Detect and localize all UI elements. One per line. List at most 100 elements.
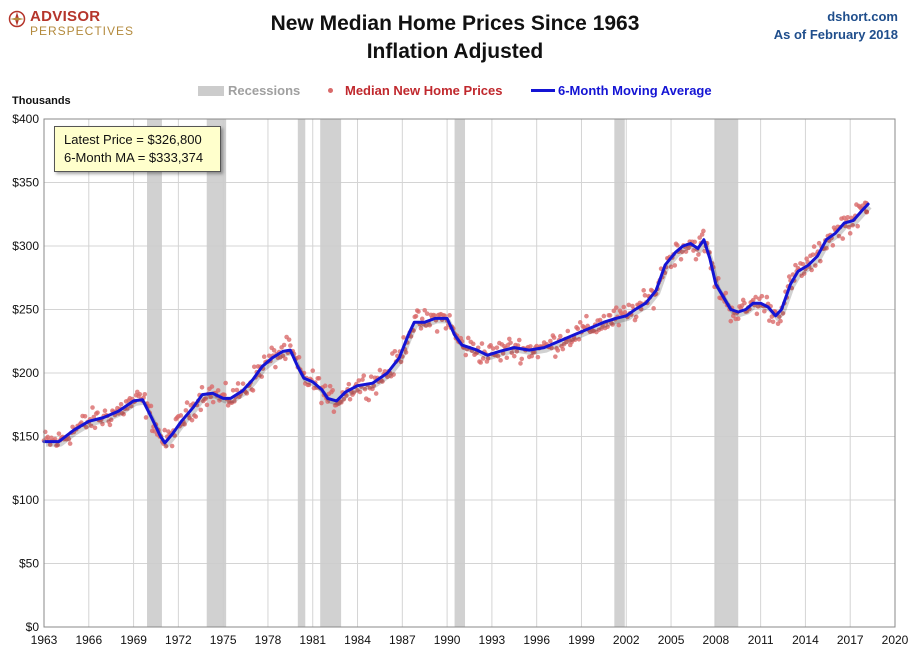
price-point <box>813 263 818 268</box>
recession-band <box>320 119 342 627</box>
price-point <box>463 352 469 358</box>
price-point <box>373 391 379 396</box>
price-point <box>691 248 696 253</box>
y-tick-label: $150 <box>12 430 39 444</box>
price-point <box>108 417 114 423</box>
legend-label-recessions: Recessions <box>228 83 301 98</box>
price-point <box>100 421 105 427</box>
price-point <box>288 343 293 348</box>
price-point <box>816 240 822 246</box>
price-point <box>531 349 537 355</box>
price-point <box>331 409 337 415</box>
price-point <box>91 414 97 420</box>
price-point <box>209 384 215 389</box>
plot-border <box>43 118 896 628</box>
price-point <box>95 410 100 415</box>
price-point <box>88 423 94 429</box>
price-point <box>597 317 603 323</box>
legend-label-prices: Median New Home Prices <box>345 83 503 98</box>
price-point <box>750 297 756 303</box>
price-point <box>347 396 353 402</box>
price-point <box>66 436 72 442</box>
price-point <box>198 407 204 413</box>
price-point <box>572 337 578 342</box>
price-point <box>92 425 98 431</box>
price-point <box>223 380 228 386</box>
price-point <box>107 422 113 428</box>
price-point <box>548 338 553 344</box>
price-point <box>855 223 860 229</box>
recession-band <box>147 119 162 627</box>
x-tick-label: 1993 <box>479 633 506 647</box>
price-point <box>443 326 449 331</box>
price-point <box>518 361 523 366</box>
price-point <box>423 323 429 328</box>
x-tick-label: 2011 <box>748 633 774 647</box>
price-point <box>804 256 809 262</box>
price-point <box>56 431 62 436</box>
y-axis-label: Thousands <box>12 95 71 107</box>
recession-band <box>714 119 739 627</box>
price-point <box>759 293 765 299</box>
chart-legend: Recessions Median New Home Prices 6-Mont… <box>0 83 910 101</box>
price-point <box>360 377 365 382</box>
price-point <box>361 373 367 378</box>
price-point <box>273 364 278 370</box>
price-point <box>377 367 383 373</box>
y-tick-label: $350 <box>12 176 39 190</box>
price-point <box>250 388 256 393</box>
compass-icon <box>8 10 26 28</box>
price-point <box>776 314 782 319</box>
x-tick-label: 2017 <box>837 633 864 647</box>
chart-subtitle: Inflation Adjusted <box>366 40 544 63</box>
price-point <box>427 322 432 328</box>
price-point <box>754 311 760 317</box>
price-point <box>251 364 257 370</box>
price-point <box>422 307 428 313</box>
price-point <box>121 411 126 417</box>
logo-text-advisor: ADVISOR <box>30 8 101 25</box>
price-point <box>605 324 610 330</box>
price-point <box>90 405 95 410</box>
price-point <box>403 350 409 355</box>
price-point <box>674 242 680 248</box>
price-point <box>271 348 277 353</box>
price-point <box>494 345 500 350</box>
y-tick-label: $100 <box>12 493 39 507</box>
price-point <box>801 271 807 276</box>
price-point <box>485 356 491 361</box>
price-point <box>780 311 786 316</box>
price-point <box>47 442 53 447</box>
price-point <box>357 389 363 395</box>
moving-average-line <box>42 202 870 445</box>
price-point <box>577 320 583 325</box>
price-point <box>235 381 241 386</box>
price-point <box>392 348 398 354</box>
price-point <box>82 414 88 419</box>
y-tick-label: $400 <box>12 112 39 126</box>
price-point <box>339 400 344 405</box>
price-point <box>668 264 674 270</box>
price-point <box>266 353 272 359</box>
legend-item-prices: Median New Home Prices <box>328 83 503 98</box>
price-point <box>189 417 195 423</box>
latest-price-text: Latest Price = $326,800 <box>64 132 202 147</box>
price-point <box>416 309 421 314</box>
x-tick-label: 1966 <box>75 633 102 647</box>
x-tick-label: 1996 <box>523 633 550 647</box>
price-point <box>261 354 267 360</box>
price-point <box>163 443 169 449</box>
price-point <box>419 316 425 322</box>
price-point <box>509 350 515 356</box>
price-point <box>560 346 566 352</box>
x-tick-label: 1975 <box>210 633 237 647</box>
price-point <box>633 314 639 320</box>
price-point <box>434 329 440 334</box>
price-point <box>555 348 561 353</box>
price-point <box>488 343 493 348</box>
price-point <box>607 313 613 318</box>
price-point <box>793 262 798 268</box>
date-note: As of February 2018 <box>773 27 898 42</box>
price-point <box>230 387 236 393</box>
price-point <box>102 408 108 413</box>
